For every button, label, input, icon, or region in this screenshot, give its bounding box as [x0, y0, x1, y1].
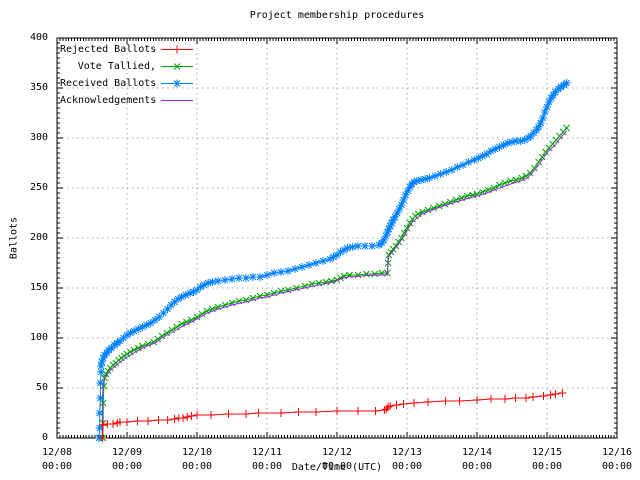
legend-sample-line-icon: [161, 100, 193, 101]
legend-label: Acknowledgements: [60, 95, 157, 106]
x-tick-label: 12/12 00:00: [321, 447, 353, 472]
legend-row-received-ballots: Received Ballots: [60, 75, 194, 92]
legend-line-marker-glyph: [161, 45, 193, 54]
chart-title: Project membership procedures: [249, 10, 425, 21]
legend-line-marker-glyph: [161, 79, 193, 88]
x-tick-label: 12/13 00:00: [391, 447, 423, 472]
x-tick-label: 12/08 00:00: [41, 447, 73, 472]
legend-sample-line-icon: [161, 79, 193, 88]
axes-border-and-ticks: [56, 37, 618, 439]
legend-label: Rejected Ballots: [60, 44, 157, 55]
y-tick-label: 400: [29, 32, 48, 43]
series-received-ballots-line: [98, 82, 567, 439]
legend-line-marker-glyph: [161, 63, 193, 70]
legend: Rejected Ballots Vote Tallied, Received …: [60, 41, 194, 109]
series-rejected-ballots-line: [102, 392, 563, 439]
legend-sample-line-icon: [161, 63, 193, 70]
y-tick-label: 300: [29, 132, 48, 143]
x-tick-label: 12/14 00:00: [461, 447, 493, 472]
series-acknowledgements-line: [101, 130, 567, 439]
y-tick-label: 350: [29, 82, 48, 93]
y-tick-label: 150: [29, 282, 48, 293]
x-tick-label: 12/16 00:00: [601, 447, 633, 472]
x-tick-label: 12/10 00:00: [181, 447, 213, 472]
series-rejected-ballots-markers: [98, 389, 567, 442]
legend-row-vote-tallied: Vote Tallied,: [60, 58, 194, 75]
y-tick-label: 0: [41, 432, 48, 443]
gridlines: [57, 38, 617, 438]
x-axis-label: Date/Time (UTC): [291, 462, 383, 473]
legend-label: Received Ballots: [60, 78, 157, 89]
y-tick-label: 50: [35, 382, 48, 393]
legend-row-rejected-ballots: Rejected Ballots: [60, 41, 194, 58]
y-tick-label: 250: [29, 182, 48, 193]
legend-sample-line-icon: [161, 45, 193, 54]
legend-label: Vote Tallied,: [77, 61, 156, 72]
x-tick-label: 12/11 00:00: [251, 447, 283, 472]
x-tick-label: 12/09 00:00: [111, 447, 143, 472]
y-tick-label: 100: [29, 332, 48, 343]
series-vote-tallied-markers: [99, 124, 570, 442]
legend-row-acknowledgements: Acknowledgements: [60, 92, 194, 109]
x-tick-label: 12/15 00:00: [531, 447, 563, 472]
y-tick-label: 200: [29, 232, 48, 243]
